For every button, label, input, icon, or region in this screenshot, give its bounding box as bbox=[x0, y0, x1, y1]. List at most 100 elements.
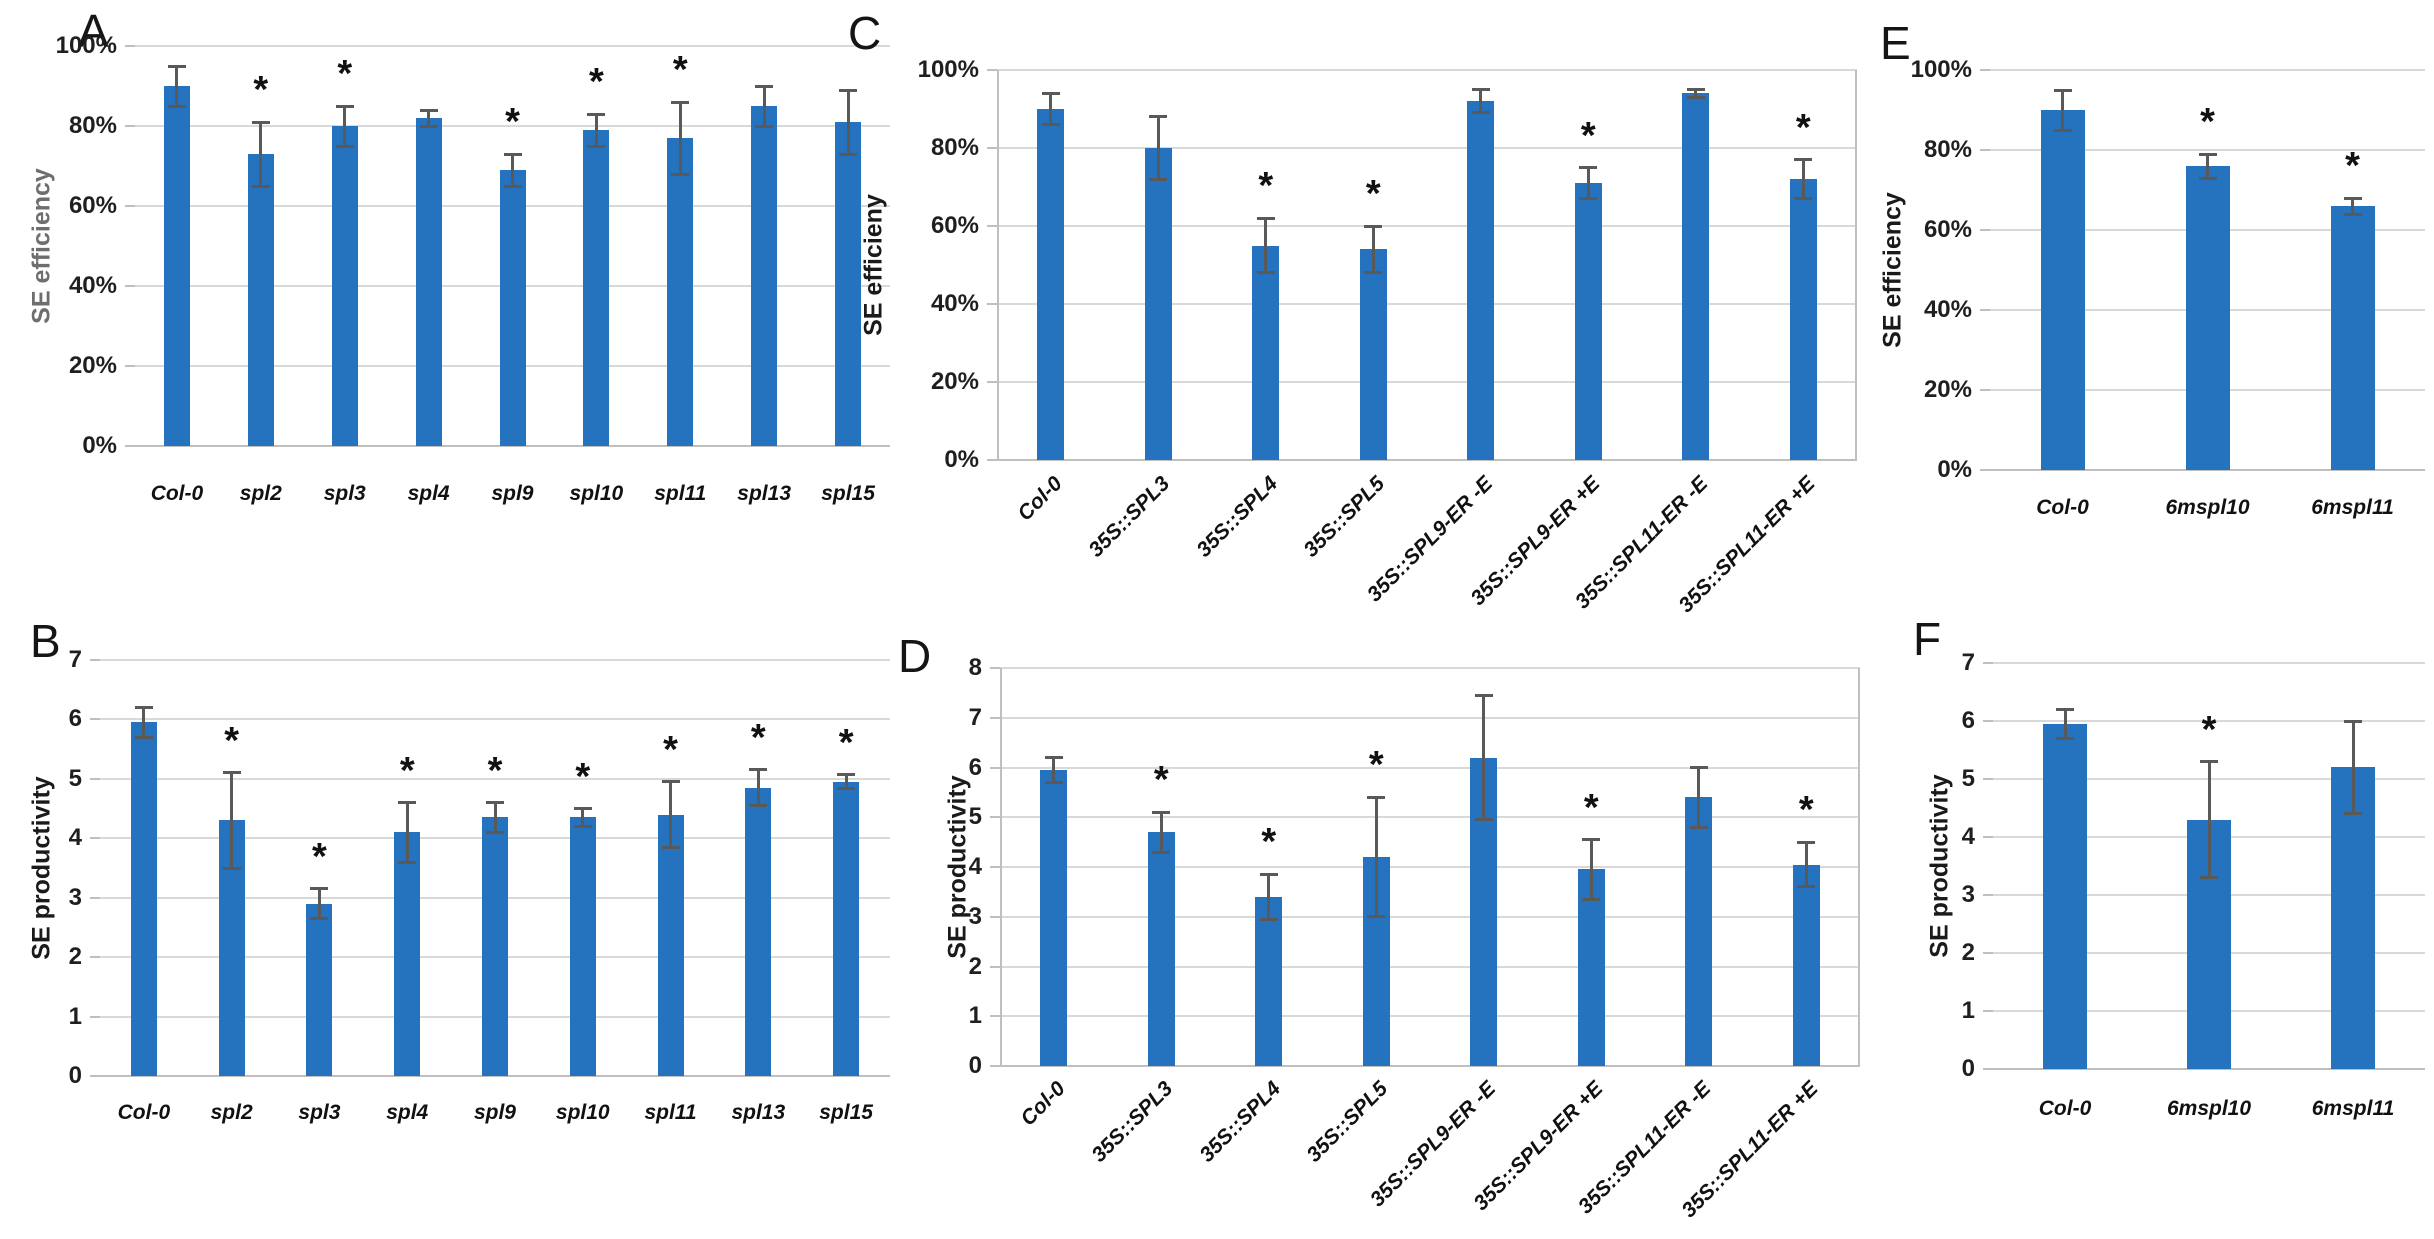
gridline bbox=[135, 125, 890, 127]
y-tick-mark bbox=[990, 866, 1000, 868]
error-bar-cap-top bbox=[2343, 196, 2362, 200]
significance-asterisk: * bbox=[588, 61, 604, 103]
error-bar-cap-bottom bbox=[419, 124, 438, 128]
y-tick-mark bbox=[990, 1015, 1000, 1018]
bar-spl15 bbox=[833, 781, 860, 1076]
y-tick-label: 3 bbox=[68, 883, 82, 911]
significance-asterisk: * bbox=[253, 69, 269, 111]
x-axis-line bbox=[1000, 1065, 1860, 1067]
error-bar bbox=[756, 769, 760, 806]
error-bar-cap-bottom bbox=[486, 830, 504, 834]
y-tick-label: 40% bbox=[68, 272, 117, 299]
gridline bbox=[1000, 766, 1860, 769]
error-bar-cap-bottom bbox=[755, 124, 774, 128]
significance-asterisk: * bbox=[312, 835, 327, 878]
gridline bbox=[1000, 667, 1860, 669]
error-bar bbox=[343, 106, 347, 146]
error-bar-cap-bottom bbox=[573, 824, 592, 828]
significance-asterisk: * bbox=[1795, 106, 1811, 149]
x-tick-label: spl3 bbox=[323, 482, 366, 505]
bar-spl4 bbox=[394, 832, 421, 1076]
y-tick-label: 0 bbox=[68, 1062, 82, 1089]
bar-spl10 bbox=[569, 817, 596, 1076]
error-bar-cap-bottom bbox=[1044, 780, 1063, 784]
gridline bbox=[1990, 149, 2425, 151]
bar-35s-spl9-er-e bbox=[1467, 101, 1495, 460]
y-tick-label: 7 bbox=[1961, 649, 1975, 676]
error-bar-cap-bottom bbox=[1259, 917, 1278, 921]
x-tick-label: spl15 bbox=[821, 482, 875, 505]
error-bar-cap-bottom bbox=[222, 866, 241, 870]
error-bar-cap-top bbox=[839, 88, 858, 92]
y-tick-label: 60% bbox=[68, 192, 117, 219]
y-tick-mark bbox=[990, 1065, 1000, 1067]
bar-spl9 bbox=[499, 170, 526, 446]
gridline bbox=[1993, 720, 2425, 722]
error-bar-cap-bottom bbox=[335, 144, 354, 148]
gridline bbox=[1993, 662, 2425, 664]
error-bar-cap-top bbox=[837, 773, 856, 777]
gridline bbox=[997, 147, 1857, 149]
panel-letter: E bbox=[1880, 17, 1911, 69]
error-bar-cap-top bbox=[671, 100, 690, 104]
error-bar-cap-bottom bbox=[2200, 876, 2218, 880]
plot-border-right bbox=[1855, 70, 1857, 460]
error-bar-cap-top bbox=[755, 84, 774, 88]
error-bar-cap-bottom bbox=[839, 152, 858, 156]
bar-col-0 bbox=[130, 722, 157, 1076]
x-tick-label: spl10 bbox=[569, 482, 624, 505]
y-tick-label: 20% bbox=[930, 368, 979, 395]
y-tick-mark bbox=[990, 766, 1000, 769]
y-tick-label: 7 bbox=[68, 646, 82, 673]
error-bar bbox=[1589, 839, 1593, 900]
x-tick-label: 35S::SPL5 bbox=[1302, 1077, 1393, 1167]
x-tick-label: 35S::SPL3 bbox=[1084, 472, 1175, 562]
y-tick-label: 20% bbox=[1923, 376, 1972, 403]
y-tick-label: 6 bbox=[68, 705, 82, 733]
x-tick-label: Col-0 bbox=[150, 482, 204, 505]
error-bar-cap-top bbox=[1689, 766, 1708, 769]
error-bar-cap-bottom bbox=[398, 860, 417, 864]
bar-col-0 bbox=[1037, 109, 1065, 460]
x-tick-label: 35S::SPL3 bbox=[1087, 1077, 1178, 1167]
y-tick-label: 4 bbox=[968, 853, 982, 880]
error-bar bbox=[1697, 767, 1701, 828]
x-tick-label: spl13 bbox=[731, 1101, 786, 1124]
error-bar bbox=[2206, 154, 2209, 178]
error-bar-cap-top bbox=[1579, 166, 1598, 169]
y-tick-mark bbox=[125, 365, 135, 367]
bar-35s-spl9-er-e bbox=[1574, 183, 1602, 460]
significance-asterisk: * bbox=[2200, 101, 2215, 143]
panel-e: E SE efficiency 0% 20% 40% 60% 80% 100% Col-0 * 6m… bbox=[1879, 0, 2434, 615]
y-tick-label: 6 bbox=[1961, 707, 1975, 734]
y-tick-mark bbox=[125, 285, 135, 287]
y-tick-label: 60% bbox=[1923, 216, 1972, 243]
x-axis-line bbox=[1993, 1068, 2425, 1070]
x-axis-line bbox=[997, 459, 1857, 461]
y-tick-mark bbox=[987, 69, 997, 71]
bar-col-0 bbox=[2040, 110, 2085, 470]
x-tick-label: 35S::SPL4 bbox=[1195, 1077, 1286, 1167]
error-bar bbox=[594, 114, 598, 146]
error-bar-cap-top bbox=[2198, 152, 2217, 156]
error-bar bbox=[230, 772, 234, 868]
error-bar-cap-top bbox=[419, 108, 438, 112]
y-tick-label: 100% bbox=[55, 32, 117, 59]
x-tick-label: spl11 bbox=[644, 1101, 697, 1124]
y-tick-mark bbox=[990, 716, 1000, 719]
error-bar-cap-top bbox=[398, 801, 417, 805]
y-tick-label: 1 bbox=[68, 1002, 82, 1030]
y-tick-label: 100% bbox=[1910, 56, 1972, 83]
error-bar bbox=[1694, 89, 1698, 98]
y-tick-mark bbox=[125, 205, 135, 207]
error-bar-cap-top bbox=[2344, 719, 2362, 723]
panel-b: B SE productivity 0 1 2 3 4 5 6 7 Col-0 * spl2 * spl3 *… bbox=[0, 615, 1010, 1239]
y-tick-mark bbox=[1983, 1010, 1993, 1012]
error-bar bbox=[669, 781, 673, 848]
error-bar-cap-bottom bbox=[1471, 111, 1490, 115]
x-tick-label: 6mspl11 bbox=[2311, 496, 2394, 519]
y-tick-mark bbox=[990, 816, 1000, 819]
error-bar-cap-top bbox=[2053, 88, 2072, 92]
error-bar-cap-top bbox=[587, 112, 606, 116]
